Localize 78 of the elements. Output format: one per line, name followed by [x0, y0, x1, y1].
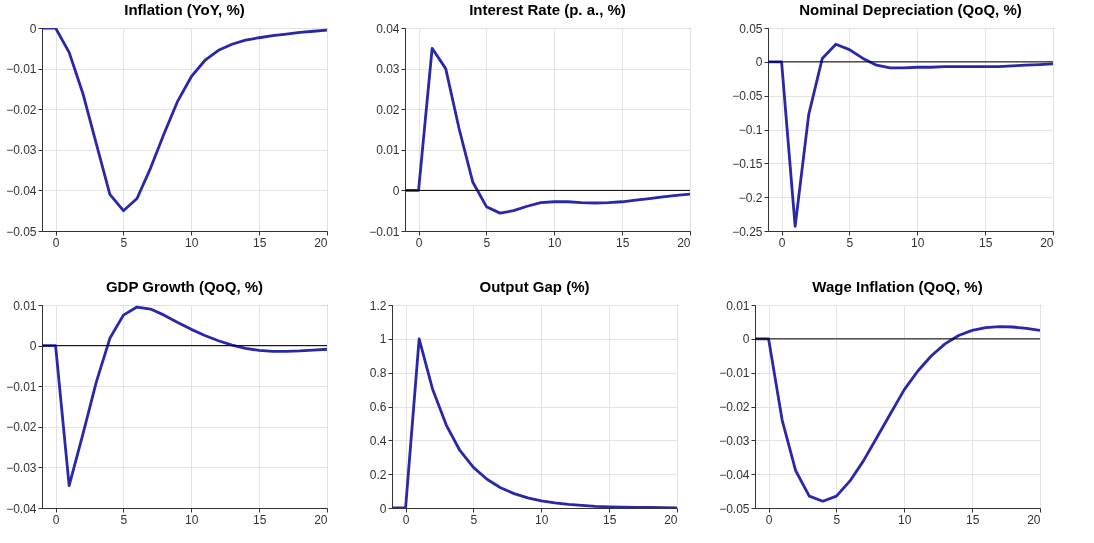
x-tick-label: 0	[415, 235, 423, 250]
chart-title: Wage Inflation (QoQ, %)	[812, 278, 983, 295]
y-tick-label: −0.25	[732, 224, 763, 239]
x-tick-label: 0	[765, 512, 773, 527]
y-tick-label: 0.8	[369, 366, 387, 381]
chart-title: Interest Rate (p. a., %)	[469, 1, 626, 18]
y-tick-label: 0.04	[376, 21, 400, 36]
x-tick-label: 5	[120, 235, 128, 250]
x-tick-label: 20	[1040, 235, 1054, 250]
y-tick-label: −0.04	[6, 501, 37, 516]
x-tick-label: 20	[1027, 512, 1041, 527]
x-tick-label: 20	[677, 235, 691, 250]
y-tick-label: −0.03	[719, 433, 750, 448]
x-tick-label: 5	[833, 512, 841, 527]
y-tick-label: 0.2	[369, 467, 387, 482]
chart-title: Output Gap (%)	[479, 278, 590, 295]
y-tick-label: −0.02	[719, 400, 750, 414]
x-tick-label: 0	[52, 235, 60, 250]
x-tick-label: 15	[965, 512, 980, 527]
line-series	[405, 46, 690, 215]
x-tick-label: 10	[185, 512, 199, 527]
y-tick-label: 1	[379, 332, 387, 347]
x-tick-label: 20	[314, 512, 328, 527]
x-tick-label: 5	[846, 235, 854, 250]
y-tick-label: 0	[29, 21, 37, 36]
y-tick-label: 1.2	[369, 298, 387, 313]
y-tick-label: −0.03	[6, 460, 37, 475]
y-tick-label: −0.01	[369, 224, 400, 239]
y-tick-label: −0.04	[719, 467, 750, 482]
line-series	[755, 325, 1040, 503]
y-tick-label: 0.6	[369, 400, 387, 414]
chart-title: GDP Growth (QoQ, %)	[105, 278, 264, 295]
x-tick-label: 0	[778, 235, 786, 250]
x-tick-label: 10	[911, 235, 925, 250]
x-tick-label: 20	[664, 512, 678, 527]
x-tick-label: 15	[252, 512, 267, 527]
y-tick-label: 0	[742, 332, 750, 347]
x-tick-label: 10	[898, 512, 912, 527]
y-tick-label: −0.04	[6, 183, 37, 198]
y-tick-label: 0.01	[13, 298, 37, 313]
y-tick-label: 0.03	[376, 62, 400, 77]
y-tick-label: −0.1	[738, 123, 763, 137]
y-tick-label: −0.03	[6, 143, 37, 158]
x-tick-label: 0	[52, 512, 60, 527]
x-tick-label: 10	[185, 235, 199, 250]
x-tick-label: 15	[602, 512, 617, 527]
y-tick-label: 0.01	[726, 298, 750, 313]
y-tick-label: 0.4	[369, 433, 387, 448]
x-tick-label: 15	[978, 235, 993, 250]
y-tick-label: −0.01	[6, 62, 37, 77]
y-tick-label: −0.05	[732, 89, 763, 104]
x-tick-label: 20	[314, 235, 328, 250]
y-tick-label: 0	[29, 339, 37, 354]
x-tick-label: 15	[615, 235, 630, 250]
x-tick-label: 0	[402, 512, 410, 527]
y-tick-label: −0.01	[719, 366, 750, 381]
x-tick-label: 5	[470, 512, 478, 527]
y-tick-label: −0.2	[738, 190, 763, 205]
x-tick-label: 10	[535, 512, 549, 527]
y-tick-label: −0.15	[732, 156, 763, 171]
y-tick-label: 0	[755, 55, 763, 70]
y-tick-label: 0	[392, 183, 400, 198]
x-tick-label: 10	[548, 235, 562, 250]
y-tick-label: 0.02	[376, 102, 400, 117]
y-tick-label: 0.05	[739, 21, 763, 36]
chart-title: Nominal Depreciation (QoQ, %)	[799, 1, 1022, 18]
y-tick-label: −0.02	[6, 102, 37, 117]
y-tick-label: −0.05	[719, 501, 750, 516]
line-series	[768, 42, 1053, 228]
y-tick-label: 0.01	[376, 143, 400, 158]
y-tick-label: −0.02	[6, 420, 37, 435]
x-tick-label: 5	[120, 512, 128, 527]
y-tick-label: −0.01	[6, 379, 37, 394]
y-tick-label: 0	[379, 501, 387, 516]
y-tick-label: −0.05	[6, 224, 37, 239]
chart-title: Inflation (YoY, %)	[124, 1, 245, 18]
x-tick-label: 15	[252, 235, 267, 250]
x-tick-label: 5	[483, 235, 491, 250]
